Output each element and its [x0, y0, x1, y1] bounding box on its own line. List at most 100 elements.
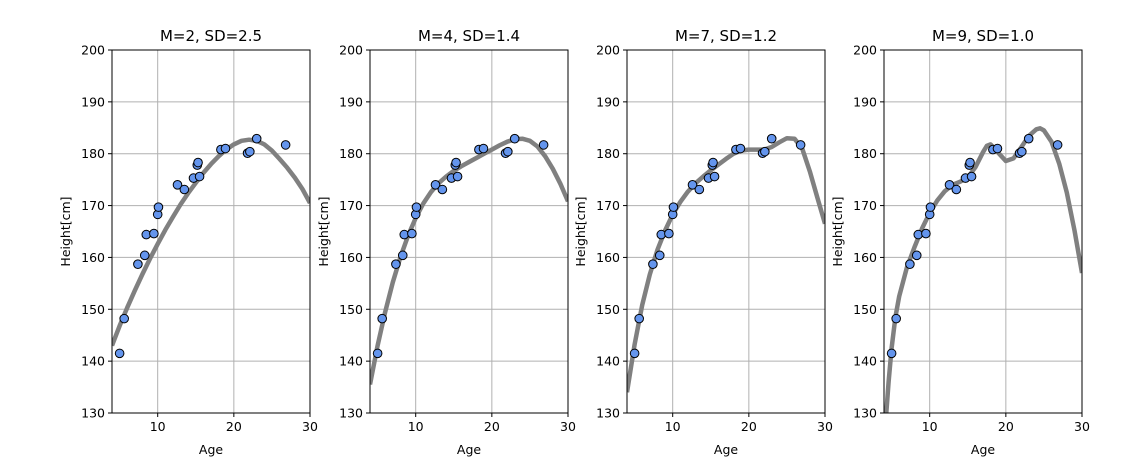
y-axis-label: Height[cm] [573, 196, 588, 266]
axes-frame [883, 49, 1083, 414]
data-point [119, 313, 129, 324]
data-point [687, 180, 698, 190]
y-tick-label: 170 [853, 198, 877, 213]
data-point [1052, 140, 1063, 150]
axes-frame [369, 49, 569, 414]
data-point [735, 143, 746, 154]
data-point [478, 143, 489, 154]
y-axis-label: Height[cm] [830, 196, 845, 266]
subplot-title: M=2, SD=2.5 [160, 27, 262, 45]
data-point [172, 180, 183, 190]
y-tick-label: 180 [81, 146, 105, 161]
data-point [451, 157, 461, 168]
data-point [891, 313, 901, 324]
subplot-2: 10 20 30 130 140 150 160 170 180 190 200 M=4, SD=1.… [316, 27, 576, 457]
y-tick-label: 140 [339, 354, 363, 369]
x-tick-label: 30 [817, 419, 833, 434]
y-tick-label: 130 [339, 406, 363, 421]
x-tick-label: 30 [560, 419, 576, 434]
data-point [965, 157, 975, 168]
y-tick-label: 200 [596, 43, 620, 58]
data-point [193, 157, 203, 168]
data-point [921, 228, 931, 239]
data-point [708, 157, 718, 168]
x-tick-label: 20 [484, 419, 500, 434]
x-tick-label: 10 [150, 419, 166, 434]
data-point [709, 171, 720, 182]
axes-frame [626, 49, 826, 414]
x-tick-label: 30 [302, 419, 318, 434]
data-point [1017, 146, 1027, 157]
fit-curve [370, 136, 568, 385]
data-point [220, 143, 231, 154]
y-tick-label: 160 [853, 250, 877, 265]
y-tick-label: 190 [853, 94, 877, 109]
data-point [648, 259, 658, 269]
data-point [251, 133, 262, 144]
x-tick-label: 20 [998, 419, 1014, 434]
y-tick-label: 160 [81, 250, 105, 265]
data-point [992, 143, 1003, 154]
data-point [966, 171, 977, 182]
data-point [397, 250, 408, 261]
y-tick-label: 200 [339, 43, 363, 58]
y-tick-label: 180 [339, 146, 363, 161]
x-axis-label: Age [971, 442, 995, 457]
x-tick-label: 10 [922, 419, 938, 434]
data-point [1023, 133, 1034, 144]
y-tick-label: 170 [339, 198, 363, 213]
subplot-title: M=4, SD=1.4 [418, 27, 520, 45]
fit-curve [112, 137, 310, 347]
y-tick-label: 190 [81, 94, 105, 109]
y-tick-label: 140 [853, 354, 877, 369]
subplot-title: M=7, SD=1.2 [675, 27, 777, 45]
data-point [795, 140, 806, 150]
data-point [430, 180, 441, 190]
data-point [629, 348, 640, 359]
subplot-1: 10 20 30 130 140 150 160 170 180 190 200 M=2, SD=2.… [58, 27, 318, 457]
data-point [139, 250, 150, 261]
data-point [437, 184, 448, 195]
data-point [664, 228, 674, 239]
y-tick-label: 130 [853, 406, 877, 421]
y-tick-label: 180 [596, 146, 620, 161]
data-point [149, 228, 159, 239]
data-point [407, 228, 417, 239]
y-tick-label: 150 [339, 302, 363, 317]
y-tick-label: 170 [596, 198, 620, 213]
data-point [194, 171, 205, 182]
data-point [391, 259, 401, 269]
y-tick-label: 190 [596, 94, 620, 109]
data-point [280, 140, 291, 150]
y-tick-label: 180 [853, 146, 877, 161]
y-axis-label: Height[cm] [58, 196, 73, 266]
data-point [925, 202, 936, 212]
data-point [503, 146, 513, 157]
data-point [538, 140, 549, 150]
data-point [911, 250, 922, 261]
data-point [634, 313, 644, 324]
y-tick-label: 150 [81, 302, 105, 317]
fit-curve [627, 135, 825, 393]
data-point [694, 184, 705, 195]
y-tick-label: 130 [81, 406, 105, 421]
data-point [153, 202, 164, 212]
y-tick-label: 200 [81, 43, 105, 58]
data-point [133, 259, 143, 269]
x-tick-label: 10 [665, 419, 681, 434]
y-tick-label: 150 [596, 302, 620, 317]
data-point [944, 180, 955, 190]
x-axis-label: Age [199, 442, 223, 457]
y-tick-label: 140 [81, 354, 105, 369]
data-point [377, 313, 387, 324]
subplot-4: 10 20 30 130 140 150 160 170 180 190 200 M=9, SD=1.… [830, 27, 1090, 457]
fit-curve [884, 126, 1082, 413]
y-tick-label: 160 [596, 250, 620, 265]
data-point [886, 348, 897, 359]
data-point [245, 146, 255, 157]
y-tick-label: 200 [853, 43, 877, 58]
data-point [179, 184, 190, 195]
data-point [114, 348, 125, 359]
data-point [760, 146, 770, 157]
